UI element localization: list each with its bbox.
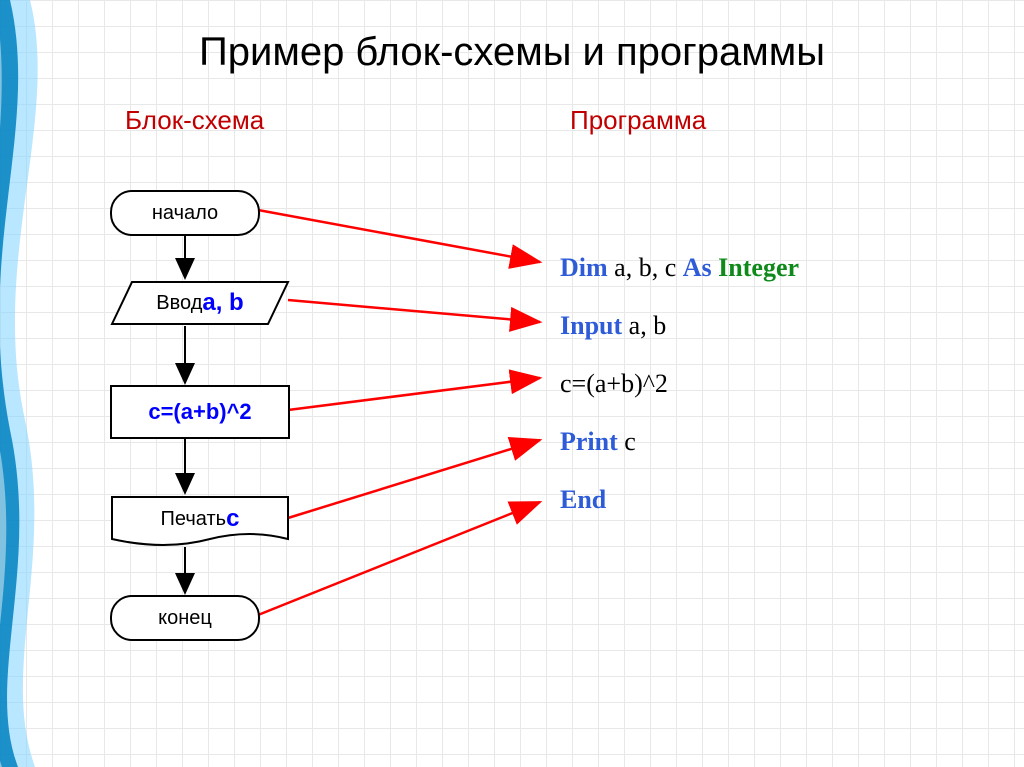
fc-end: конец xyxy=(110,595,260,641)
tok: a, b, c xyxy=(608,253,683,282)
fc-print-prefix: Печать xyxy=(161,508,227,531)
fc-input: Ввод a, b xyxy=(110,280,290,326)
code-block: Dim a, b, c As Integer Input a, b c=(a+b… xyxy=(560,255,799,545)
code-line-5: End xyxy=(560,487,799,513)
tok: End xyxy=(560,485,606,514)
tok: Input xyxy=(560,311,622,340)
fc-start: начало xyxy=(110,190,260,236)
tok: a, b xyxy=(622,311,666,340)
code-line-3: c=(a+b)^2 xyxy=(560,371,799,397)
tok: Integer xyxy=(718,253,799,282)
code-line-2: Input a, b xyxy=(560,313,799,339)
code-line-4: Print c xyxy=(560,429,799,455)
tok: c xyxy=(618,427,636,456)
fc-process-label: c=(a+b)^2 xyxy=(148,399,251,425)
fc-input-vars: a, b xyxy=(202,289,243,317)
fc-input-prefix: Ввод xyxy=(156,292,202,315)
fc-end-label: конец xyxy=(158,607,212,630)
subtitle-flowchart: Блок-схема xyxy=(125,105,264,136)
fc-input-label: Ввод a, b xyxy=(110,280,290,326)
fc-start-label: начало xyxy=(152,202,218,225)
fc-process: c=(a+b)^2 xyxy=(110,385,290,439)
fc-print-vars: с xyxy=(226,505,239,533)
content-area: Пример блок-схемы и программы Блок-схема… xyxy=(0,0,1024,767)
subtitle-program: Программа xyxy=(570,105,706,136)
tok: c xyxy=(560,369,572,398)
code-line-1: Dim a, b, c As Integer xyxy=(560,255,799,281)
tok: Print xyxy=(560,427,618,456)
page-title: Пример блок-схемы и программы xyxy=(0,0,1024,75)
fc-print: Печать с xyxy=(110,495,290,551)
tok: =(a+b)^2 xyxy=(572,369,668,398)
tok: Dim xyxy=(560,253,608,282)
fc-print-label: Печать с xyxy=(110,491,290,547)
tok: As xyxy=(683,253,712,282)
